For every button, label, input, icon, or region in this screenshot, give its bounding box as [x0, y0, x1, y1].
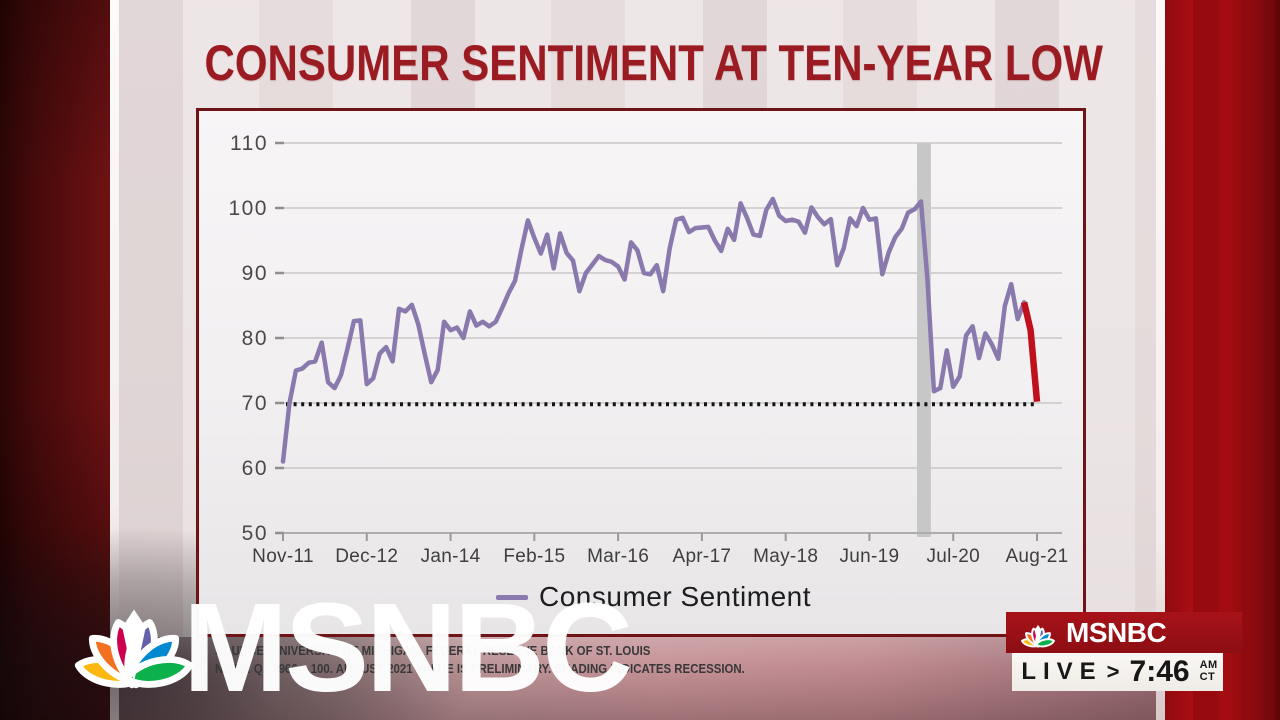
- x-tick-label-Aug-21: Aug-21: [1005, 546, 1068, 567]
- x-tick-label-Mar-16: Mar-16: [587, 546, 649, 567]
- time-meridiem-zone: AM CT: [1200, 660, 1218, 683]
- y-tick-label-50: 50: [242, 522, 268, 545]
- clock-time: 7:46: [1129, 655, 1190, 688]
- consumer-sentiment-chart: 50 60 70 80 90 100 110 Nov-11 Dec-12 Jan-14 Feb-15…: [228, 132, 1068, 567]
- headline-text: CONSUMER SENTIMENT AT TEN-YEAR LOW: [204, 35, 1103, 91]
- x-tick-label-Jun-19: Jun-19: [839, 546, 899, 567]
- live-time-bug: LIVE > 7:46 AM CT: [1012, 653, 1223, 691]
- y-tick-label-70: 70: [242, 392, 268, 415]
- nbc-peacock-bug-icon: [1016, 617, 1060, 648]
- right-curtain-background: [1165, 0, 1280, 720]
- x-tick-label-Jan-14: Jan-14: [421, 546, 481, 567]
- recession-shading-band: [917, 143, 931, 537]
- bug-network-label: MSNBC: [1066, 616, 1167, 648]
- chevron-right-icon: >: [1106, 659, 1120, 684]
- x-tick-label-Feb-15: Feb-15: [503, 546, 565, 567]
- msnbc-network-bug: MSNBC: [1006, 612, 1242, 653]
- msnbc-watermark: MSNBC: [183, 577, 633, 718]
- sentiment-line: [280, 196, 1033, 464]
- x-tick-label-Jul-20: Jul-20: [926, 546, 980, 567]
- y-tick-label-80: 80: [242, 327, 268, 350]
- right-white-stripe: [1156, 0, 1165, 720]
- legend-line-marker: [496, 594, 528, 600]
- chart-legend: Consumer Sentiment: [496, 581, 811, 613]
- left-white-stripe: [110, 0, 119, 720]
- y-tick-label-100: 100: [228, 197, 268, 220]
- august-drop-red-segment: [1020, 301, 1041, 402]
- live-label: LIVE: [1021, 658, 1103, 685]
- x-tick-label-Dec-12: Dec-12: [335, 546, 398, 567]
- meridiem: AM: [1199, 659, 1218, 672]
- headline-banner: CONSUMER SENTIMENT AT TEN-YEAR LOW: [119, 34, 1156, 92]
- y-tick-label-60: 60: [242, 457, 268, 480]
- timezone: CT: [1199, 671, 1216, 683]
- y-tick-label-90: 90: [242, 262, 268, 285]
- chart-card: 50 60 70 80 90 100 110 Nov-11 Dec-12 Jan-14 Feb-15…: [196, 108, 1086, 637]
- y-tick-label-110: 110: [230, 132, 268, 155]
- legend-label: Consumer Sentiment: [539, 581, 812, 612]
- x-tick-label-May-18: May-18: [753, 546, 818, 567]
- x-tick-label-Apr-17: Apr-17: [672, 546, 731, 567]
- x-tick-label-Nov-11: Nov-11: [252, 546, 314, 567]
